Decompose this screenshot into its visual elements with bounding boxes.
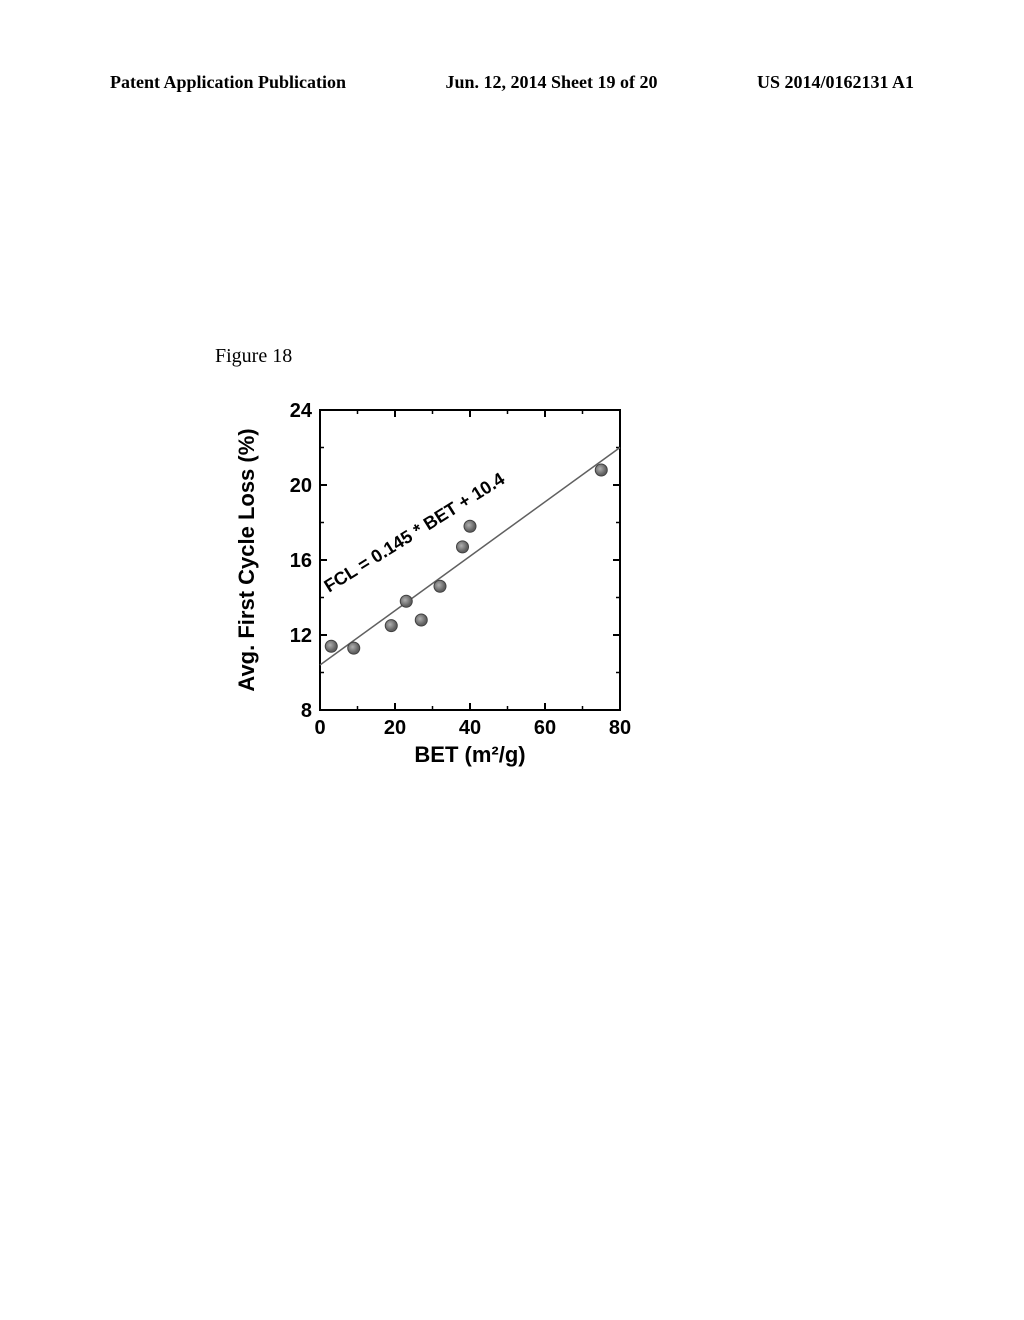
svg-text:20: 20 bbox=[384, 717, 406, 739]
svg-text:0: 0 bbox=[314, 717, 325, 739]
svg-text:80: 80 bbox=[609, 717, 631, 739]
svg-text:BET (m²/g): BET (m²/g) bbox=[414, 742, 525, 767]
svg-text:8: 8 bbox=[301, 700, 312, 722]
svg-text:Avg. First Cycle Loss (%): Avg. First Cycle Loss (%) bbox=[234, 428, 259, 691]
svg-text:12: 12 bbox=[290, 625, 312, 647]
page-header: Patent Application Publication Jun. 12, … bbox=[0, 72, 1024, 93]
header-right: US 2014/0162131 A1 bbox=[757, 72, 914, 93]
svg-text:20: 20 bbox=[290, 475, 312, 497]
svg-text:60: 60 bbox=[534, 717, 556, 739]
figure-label: Figure 18 bbox=[215, 345, 292, 368]
svg-text:24: 24 bbox=[290, 400, 313, 422]
chart-svg: 0 20 40 60 80 8 12 16 20 24 FCL = 0.145 * BET + 10… bbox=[230, 390, 670, 790]
svg-text:40: 40 bbox=[459, 717, 481, 739]
header-center: Jun. 12, 2014 Sheet 19 of 20 bbox=[445, 72, 657, 93]
svg-text:FCL = 0.145 * BET + 10.4: FCL = 0.145 * BET + 10.4 bbox=[320, 469, 508, 597]
header-left: Patent Application Publication bbox=[110, 72, 346, 93]
svg-text:16: 16 bbox=[290, 550, 312, 572]
scatter-chart: 0 20 40 60 80 8 12 16 20 24 FCL = 0.145 * BET + 10… bbox=[230, 390, 670, 790]
